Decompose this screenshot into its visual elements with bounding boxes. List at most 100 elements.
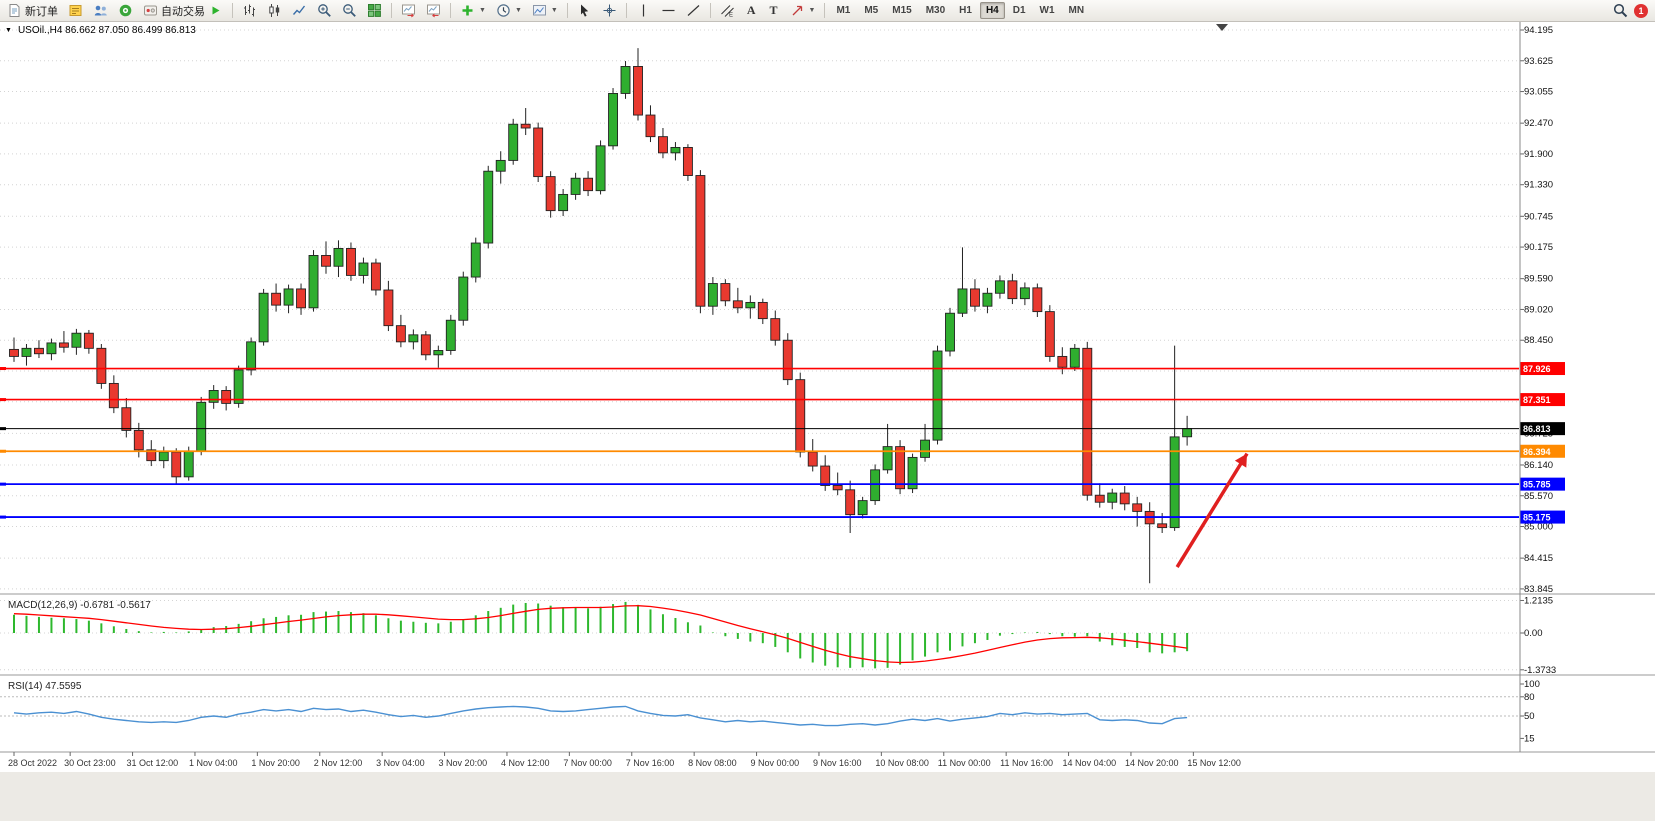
crosshair-button[interactable] bbox=[598, 1, 621, 20]
chart-title-bar: ▼ USOil.,H4 86.662 87.050 86.499 86.813 bbox=[5, 25, 196, 36]
chevron-down-icon: ▼ bbox=[514, 7, 522, 14]
trendline-button[interactable] bbox=[682, 1, 705, 20]
separator bbox=[824, 3, 826, 18]
timeframe-button-m5[interactable]: M5 bbox=[864, 5, 879, 16]
chevron-down-icon: ▼ bbox=[479, 7, 486, 14]
svg-text:80: 80 bbox=[1524, 692, 1535, 703]
zoom-out-button[interactable] bbox=[338, 1, 361, 20]
price-tag bbox=[1520, 477, 1565, 491]
price-tag bbox=[1520, 362, 1565, 376]
auto-trading-button[interactable]: 自动交易 bbox=[139, 1, 227, 20]
auto-scroll-button[interactable] bbox=[397, 1, 420, 20]
cursor-button[interactable] bbox=[573, 1, 596, 20]
level-anchor bbox=[0, 482, 6, 486]
price-axis[interactable] bbox=[1520, 22, 1655, 752]
bar-chart-button[interactable] bbox=[238, 1, 261, 20]
svg-text:84.415: 84.415 bbox=[1524, 553, 1553, 564]
arrows-button[interactable]: ▼ bbox=[786, 1, 820, 20]
text-label-button[interactable]: T bbox=[763, 1, 783, 20]
svg-text:90.175: 90.175 bbox=[1524, 242, 1553, 253]
search-icon bbox=[1613, 3, 1628, 18]
support-button[interactable] bbox=[114, 1, 137, 20]
timeframe-button-h4[interactable]: H4 bbox=[979, 2, 1005, 19]
level-anchor bbox=[0, 515, 6, 519]
horizontal-line-icon bbox=[662, 9, 675, 12]
svg-text:11 Nov 16:00: 11 Nov 16:00 bbox=[1000, 758, 1053, 768]
horizontal-line-button[interactable] bbox=[657, 1, 680, 20]
svg-text:50: 50 bbox=[1524, 711, 1535, 722]
svg-text:1 Nov 04:00: 1 Nov 04:00 bbox=[189, 758, 238, 768]
svg-text:94.195: 94.195 bbox=[1524, 25, 1553, 36]
svg-text:15 Nov 12:00: 15 Nov 12:00 bbox=[1187, 758, 1241, 768]
equidistant-channel-button[interactable]: E bbox=[716, 1, 739, 20]
level-anchor bbox=[0, 398, 6, 402]
timeframe-button-mn[interactable]: MN bbox=[1068, 5, 1085, 16]
chart-canvas[interactable]: 94.195 93.625 93.055 92.470 91.900 91.330 90.7… bbox=[0, 22, 1655, 772]
svg-text:31 Oct 12:00: 31 Oct 12:00 bbox=[127, 758, 179, 768]
svg-text:4 Nov 12:00: 4 Nov 12:00 bbox=[501, 758, 550, 768]
template-icon bbox=[532, 5, 546, 16]
svg-text:85.175: 85.175 bbox=[1523, 513, 1551, 523]
zoom-in-icon bbox=[318, 4, 331, 17]
profiles-button[interactable] bbox=[89, 1, 112, 20]
text-label-icon: T bbox=[769, 3, 778, 17]
svg-text:3 Nov 20:00: 3 Nov 20:00 bbox=[439, 758, 488, 768]
chart-shift-icon bbox=[427, 4, 440, 18]
timeframe-button-m15[interactable]: M15 bbox=[892, 5, 912, 16]
users-icon bbox=[94, 5, 107, 16]
chart-window: 94.195 93.625 93.055 92.470 91.900 91.330 90.7… bbox=[0, 22, 1655, 772]
svg-text:14 Nov 04:00: 14 Nov 04:00 bbox=[1063, 758, 1117, 768]
chart-shift-marker[interactable] bbox=[1216, 24, 1228, 31]
auto-trading-label: 自动交易 bbox=[161, 5, 205, 18]
play-icon bbox=[212, 6, 220, 15]
channel-icon: E bbox=[720, 5, 734, 18]
separator bbox=[625, 3, 627, 18]
tile-windows-button[interactable] bbox=[363, 1, 386, 20]
svg-text:7 Nov 16:00: 7 Nov 16:00 bbox=[626, 758, 675, 768]
rsi-line bbox=[13, 705, 1188, 727]
svg-text:85.000: 85.000 bbox=[1524, 522, 1553, 533]
zoom-out-icon bbox=[343, 4, 356, 17]
svg-text:1.2135: 1.2135 bbox=[1524, 595, 1553, 606]
search-button[interactable] bbox=[1609, 1, 1632, 20]
svg-text:7 Nov 00:00: 7 Nov 00:00 bbox=[563, 758, 612, 768]
svg-text:11 Nov 00:00: 11 Nov 00:00 bbox=[938, 758, 991, 768]
collapse-icon[interactable]: ▼ bbox=[5, 27, 12, 34]
chart-shift-button[interactable] bbox=[422, 1, 445, 20]
svg-text:0.00: 0.00 bbox=[1524, 628, 1543, 639]
svg-text:86.140: 86.140 bbox=[1524, 460, 1553, 471]
metaeditor-icon bbox=[69, 5, 82, 16]
text-tool-icon: A bbox=[746, 3, 756, 17]
crosshair-icon bbox=[603, 4, 616, 17]
line-chart-button[interactable] bbox=[288, 1, 311, 20]
timeframe-button-d1[interactable]: D1 bbox=[1012, 5, 1026, 16]
svg-text:91.330: 91.330 bbox=[1524, 180, 1553, 191]
macd-label: MACD(12,26,9) -0.6781 -0.5617 bbox=[8, 600, 151, 611]
timeframe-button-w1[interactable]: W1 bbox=[1039, 5, 1055, 16]
notifications-badge[interactable]: 1 bbox=[1634, 3, 1648, 18]
svg-text:89.020: 89.020 bbox=[1524, 304, 1553, 315]
vertical-line-button[interactable] bbox=[632, 1, 655, 20]
text-button[interactable]: A bbox=[741, 1, 762, 20]
timeframe-button-m1[interactable]: M1 bbox=[836, 5, 851, 16]
svg-text:2 Nov 12:00: 2 Nov 12:00 bbox=[314, 758, 363, 768]
periods-button[interactable]: ▼ bbox=[492, 1, 526, 20]
candlestick-chart-button[interactable] bbox=[263, 1, 286, 20]
separator bbox=[566, 3, 568, 18]
trend-arrow-annotation[interactable] bbox=[1175, 452, 1249, 568]
svg-text:86.394: 86.394 bbox=[1523, 447, 1551, 457]
zoom-in-button[interactable] bbox=[313, 1, 336, 20]
svg-text:90.745: 90.745 bbox=[1524, 211, 1553, 222]
macd-histogram bbox=[13, 601, 1189, 669]
timeframe-button-m30[interactable]: M30 bbox=[925, 5, 946, 16]
new-order-button[interactable]: 新订单 bbox=[3, 1, 62, 20]
metaeditor-button[interactable] bbox=[64, 1, 87, 20]
timeframe-button-h1[interactable]: H1 bbox=[959, 5, 972, 16]
add-indicator-button[interactable]: ▼ bbox=[456, 1, 490, 20]
svg-text:88.450: 88.450 bbox=[1524, 335, 1553, 346]
time-axis[interactable] bbox=[0, 752, 1655, 772]
templates-button[interactable]: ▼ bbox=[528, 1, 562, 20]
price-tag bbox=[1520, 393, 1565, 407]
svg-text:-1.3733: -1.3733 bbox=[1524, 665, 1556, 676]
arrow-tool-icon bbox=[792, 5, 802, 16]
